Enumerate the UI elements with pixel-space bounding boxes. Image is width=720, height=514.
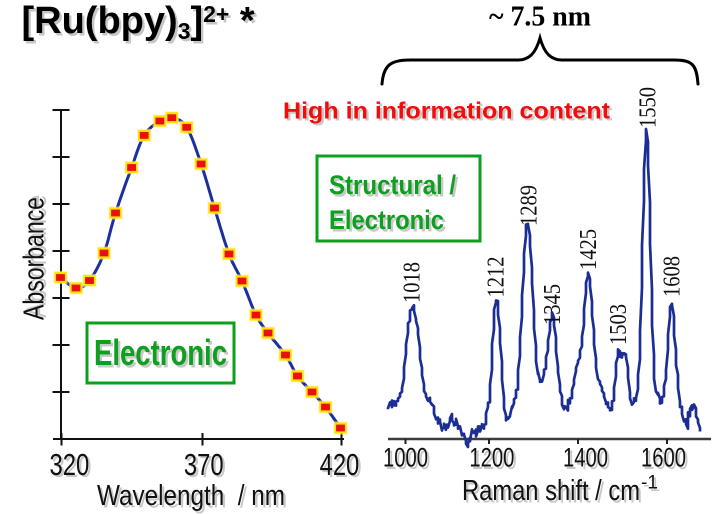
svg-text:420: 420 [322,449,362,484]
svg-text:Electronic: Electronic [329,205,444,235]
svg-text:1425: 1425 [576,229,602,270]
svg-text:1600: 1600 [643,445,688,475]
svg-text:Absorbance: Absorbance [21,195,53,318]
svg-text:1550: 1550 [636,87,662,128]
svg-text:~ 7.5 nm: ~ 7.5 nm [489,2,591,33]
svg-text:370: 370 [184,447,224,482]
svg-text:1400: 1400 [565,445,610,475]
svg-text:1200: 1200 [472,445,517,475]
svg-text:1400: 1400 [563,442,608,472]
svg-text:Raman shift / cm: Raman shift / cm [462,475,640,507]
svg-text:370: 370 [186,449,226,484]
svg-text:420: 420 [320,447,360,482]
svg-text:-1: -1 [643,475,660,496]
svg-text:1608: 1608 [660,256,686,297]
svg-text:1000: 1000 [385,445,430,475]
svg-text:1018: 1018 [400,262,426,303]
svg-text:[Ru(bpy)3]2+ *: [Ru(bpy)3]2+ * [24,3,257,47]
svg-text:1600: 1600 [641,442,686,472]
svg-text:1212: 1212 [484,257,510,298]
svg-text:Wavelength / nm: Wavelength / nm [99,482,287,514]
svg-text:1200: 1200 [469,442,514,472]
svg-text:1345: 1345 [540,284,566,325]
svg-text:High in information content: High in information content [285,100,612,126]
svg-text:Electronic: Electronic [96,334,229,375]
svg-text:Absorbance: Absorbance [19,197,51,320]
svg-text:-1: -1 [641,473,658,494]
svg-text:Electronic: Electronic [94,332,227,373]
svg-text:1289: 1289 [517,185,543,226]
svg-text:1000: 1000 [383,442,428,472]
svg-text:320: 320 [52,449,92,484]
svg-text:Wavelength / nm: Wavelength / nm [97,480,285,512]
svg-text:Raman shift / cm: Raman shift / cm [464,477,642,509]
svg-text:Electronic: Electronic [331,207,446,237]
svg-text:High in information content: High in information content [283,97,610,123]
svg-text:320: 320 [50,447,90,482]
svg-text:Structural /: Structural / [329,170,456,200]
svg-text:Structural /: Structural / [331,172,458,202]
svg-text:1503: 1503 [606,304,632,345]
